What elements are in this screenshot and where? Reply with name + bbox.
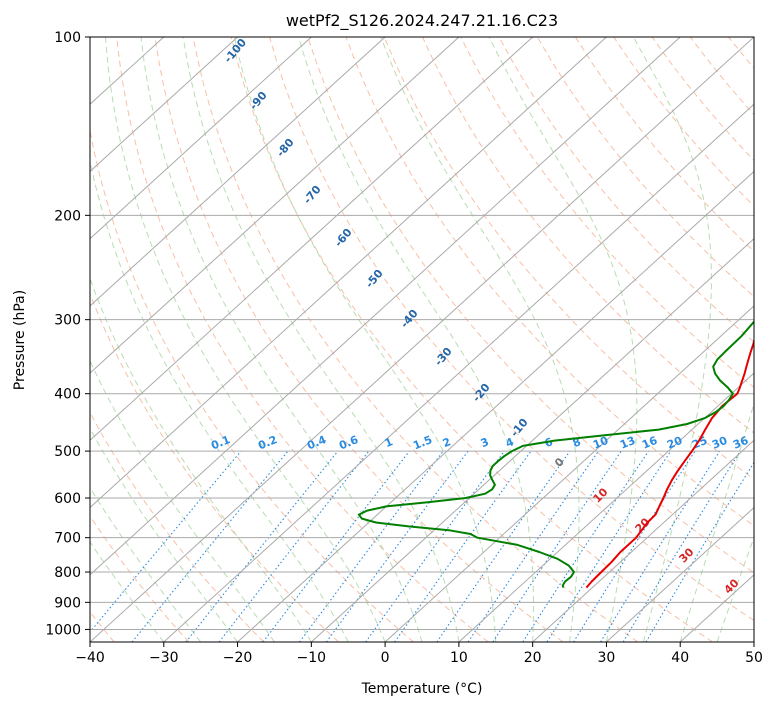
isobars	[90, 37, 754, 630]
isotherm-line	[310, 237, 754, 642]
mixing-ratio-line	[299, 450, 444, 642]
temperature-profile	[585, 337, 754, 589]
moist-adiabat-line	[90, 359, 275, 642]
dry-adiabat-line	[536, 37, 754, 298]
moist-adiabat-line	[90, 540, 165, 642]
x-tick-label: −10	[297, 650, 327, 666]
moist-adiabat-line	[716, 535, 754, 642]
isotherm-line	[606, 506, 754, 642]
x-tick-label: 0	[381, 650, 390, 666]
moist-adiabat-line	[182, 37, 460, 642]
mixing-ratio-line	[131, 450, 289, 642]
moist-adiabat-line	[679, 401, 754, 642]
mixing-ratio-line	[522, 450, 650, 642]
moist-adiabat-line	[488, 37, 638, 642]
plot-frame	[89, 36, 755, 643]
x-tick-label: 40	[671, 650, 689, 666]
dewpoint-profile	[357, 320, 754, 588]
isotherm-line	[163, 103, 754, 642]
x-axis-label: Temperature (°C)	[361, 681, 483, 697]
y-axis: 100 200 300 400 500 600 700 800 900 1000	[45, 30, 90, 638]
y-tick-label: 300	[54, 313, 81, 329]
dry-adiabat-line	[192, 37, 639, 642]
isotherm-line	[532, 439, 754, 642]
moist-adiabat-line	[90, 486, 202, 642]
mixing-ratio-line	[436, 450, 571, 642]
y-tick-label: 600	[54, 491, 81, 507]
mixing-ratio-label: 36	[731, 434, 750, 452]
dry-adiabat-line	[269, 37, 754, 622]
isotherm-line	[458, 372, 754, 642]
mixing-ratio-line	[492, 450, 622, 642]
x-tick-label: −40	[75, 650, 105, 666]
mixing-ratio-label: 10	[591, 434, 610, 452]
moist-adiabat-line	[140, 37, 423, 642]
y-tick-label: 100	[54, 30, 81, 46]
isotherm-line	[90, 37, 386, 307]
x-tick-label: 20	[524, 650, 542, 666]
chart-title: wetPf2_S126.2024.247.21.16.C23	[286, 11, 558, 31]
y-axis-label: Pressure (hPa)	[12, 290, 28, 390]
moist-adiabat-line	[380, 37, 580, 642]
mixing-ratio-label: 16	[640, 434, 659, 452]
mixing-ratio-line	[546, 450, 672, 642]
y-tick-label: 700	[54, 531, 81, 547]
dry-adiabat-line	[116, 37, 489, 642]
mixing-ratio-line	[573, 450, 696, 642]
dry-adiabat-line	[498, 37, 754, 343]
mixing-ratio-line	[325, 450, 469, 642]
mixing-ratio-line	[467, 450, 599, 642]
moist-adiabat-line	[632, 37, 712, 642]
dry-adiabat-line	[154, 37, 564, 642]
plot-area: -100-90-80-70-60-50-40-30-20-10010203040…	[90, 37, 775, 642]
dry-adiabat-line	[90, 411, 265, 642]
isotherm-line	[90, 37, 460, 374]
isotherms	[90, 37, 754, 642]
isotherm-line	[90, 37, 312, 240]
mixing-ratio-label: 13	[618, 434, 637, 452]
dry-adiabat-line	[90, 515, 190, 642]
x-tick-label: 10	[450, 650, 468, 666]
mixing-ratio-line	[622, 450, 741, 642]
moist-adiabat-line	[90, 427, 238, 642]
mixing-ratio-label: 20	[665, 434, 684, 452]
y-tick-label: 500	[54, 444, 81, 460]
isotherm-line	[237, 170, 754, 642]
mixing-ratio-label: 2	[441, 435, 453, 450]
moist-adiabat-line	[105, 37, 386, 642]
moist-adiabat-line	[234, 37, 497, 642]
mixing-ratio-label: 3	[479, 435, 491, 450]
isotherm-line	[90, 37, 607, 509]
y-tick-label: 1000	[45, 622, 81, 638]
x-tick-label: 30	[598, 650, 616, 666]
y-tick-label: 200	[54, 208, 81, 224]
dry-adiabat-line	[307, 37, 754, 574]
mixing-ratio-label: 30	[710, 434, 729, 452]
mixing-ratio-line	[365, 450, 505, 642]
mixing-ratio-label: 1	[383, 435, 395, 450]
y-tick-label: 900	[54, 595, 81, 611]
moist-adiabat-line	[298, 37, 534, 642]
isotherm-line	[90, 37, 754, 642]
dry-adiabat-line	[767, 37, 775, 642]
mixing-ratio-line	[90, 450, 242, 633]
isotherm-line	[90, 37, 681, 576]
x-axis: −40 −30 −20 −10 0 10 20 30 40 50	[75, 642, 763, 666]
dry-adiabats	[90, 37, 775, 642]
x-tick-label: −30	[149, 650, 179, 666]
y-tick-label: 400	[54, 387, 81, 403]
dry-adiabat-line	[90, 127, 414, 642]
mixing-ratio-line	[185, 450, 339, 642]
x-tick-label: −20	[223, 650, 253, 666]
y-tick-label: 800	[54, 565, 81, 581]
isotherm-line	[90, 37, 238, 173]
mixing-ratio-label: 8	[571, 435, 583, 450]
x-tick-label: 50	[745, 650, 763, 666]
mixing-ratio-labels: 0.1 0.2 0.4 0.6 1 1.5 2 3 4 6 8 10 13 16 20 25 30 36	[209, 433, 750, 452]
isotherm-line	[90, 37, 534, 442]
moist-adiabat-line	[90, 158, 349, 642]
dry-adiabat-line	[383, 37, 754, 480]
isotherm-line	[753, 641, 754, 642]
